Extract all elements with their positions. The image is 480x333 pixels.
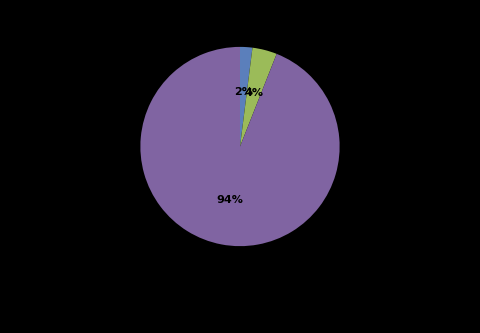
- Wedge shape: [140, 47, 340, 246]
- Text: 2%: 2%: [234, 87, 253, 97]
- Wedge shape: [240, 48, 252, 147]
- Wedge shape: [240, 48, 276, 147]
- Wedge shape: [240, 47, 252, 147]
- Text: 4%: 4%: [244, 89, 263, 99]
- Text: 94%: 94%: [216, 195, 243, 205]
